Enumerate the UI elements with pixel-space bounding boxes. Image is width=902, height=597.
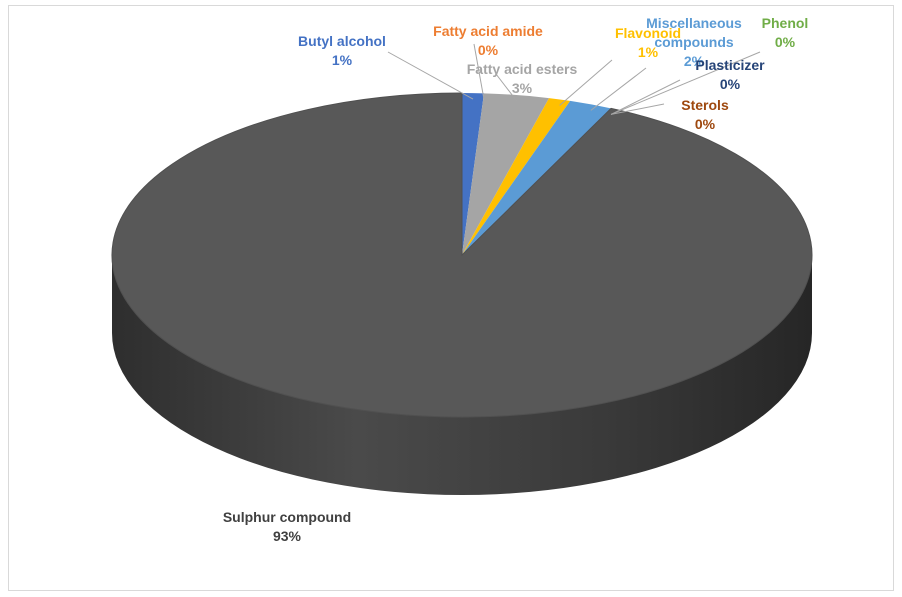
label-name: Fatty acid esters (466, 61, 578, 77)
pie-slice (462, 93, 484, 255)
label-value: 0% (719, 76, 741, 92)
label-value: 0% (477, 42, 499, 58)
label-value: 3% (511, 80, 533, 96)
pie-side (112, 255, 812, 495)
chart-frame (8, 5, 894, 591)
leader-line (610, 103, 665, 115)
label-name: Miscellaneous compounds (646, 15, 742, 50)
label-value: 2% (683, 53, 705, 69)
label-value: 93% (272, 528, 302, 544)
data-label: Butyl alcohol 1% (282, 32, 402, 70)
data-label: Fatty acid amide 0% (418, 22, 558, 60)
label-name: Sterols (681, 97, 729, 113)
data-label: Flavonoid 1% (598, 24, 698, 62)
pie-slice (462, 98, 571, 255)
leader-line (495, 73, 518, 102)
label-value: 1% (331, 52, 353, 68)
leader-line (473, 43, 485, 100)
pie-slice (111, 92, 813, 418)
label-value: 0% (694, 116, 716, 132)
data-label: Sulphur compound 93% (187, 508, 387, 546)
label-name: Plasticizer (695, 57, 765, 73)
data-label: Phenol 0% (750, 14, 820, 52)
label-name: Phenol (761, 15, 809, 31)
leader-line (590, 67, 647, 111)
label-name: Flavonoid (614, 25, 682, 41)
label-name: Fatty acid amide (433, 23, 543, 39)
label-value: 0% (774, 34, 796, 50)
pie-slice (462, 93, 550, 255)
leader-line (610, 79, 681, 115)
label-name: Butyl alcohol (298, 33, 386, 49)
data-label: Miscellaneous compounds 2% (629, 14, 759, 71)
data-label: Sterols 0% (665, 96, 745, 134)
pie-slice (462, 100, 612, 256)
leader-line (387, 51, 474, 100)
data-label: Plasticizer 0% (680, 56, 780, 94)
data-label: Fatty acid esters 3% (452, 60, 592, 98)
leader-line (610, 51, 761, 115)
leader-line (559, 59, 613, 106)
label-name: Sulphur compound (222, 509, 352, 525)
label-value: 1% (637, 44, 659, 60)
